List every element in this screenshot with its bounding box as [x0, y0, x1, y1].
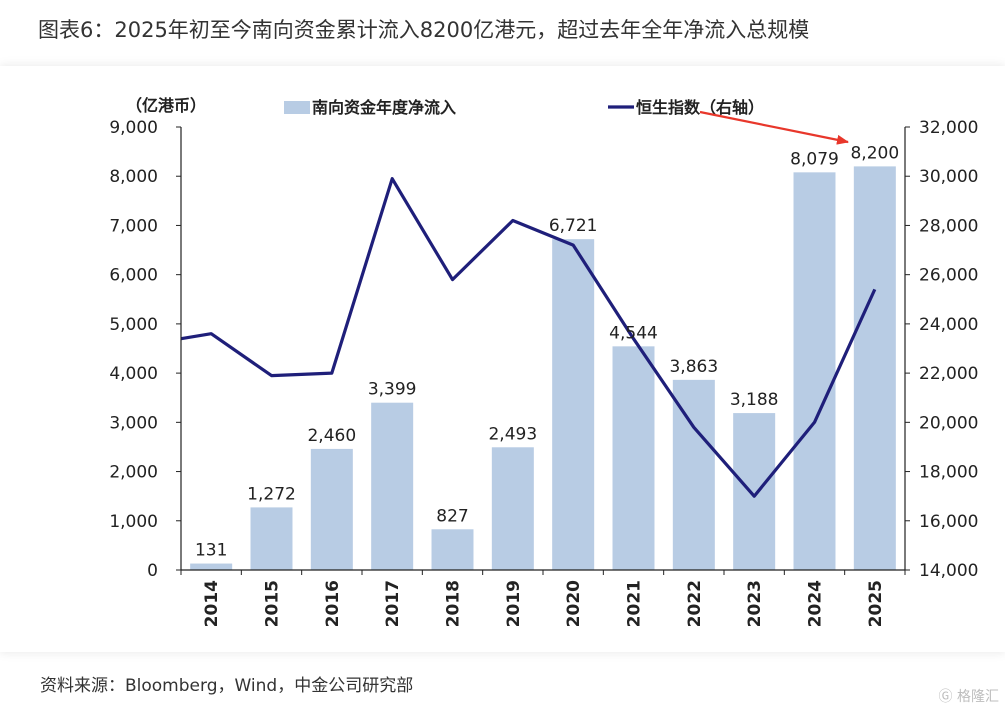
left-tick-label: 3,000	[109, 413, 158, 433]
hsi-line	[180, 177, 877, 498]
bar-value-label: 2,493	[488, 424, 537, 444]
right-tick-label: 16,000	[919, 512, 978, 532]
x-category-label: 2017	[383, 580, 403, 627]
x-category-label: 2018	[444, 580, 464, 627]
chart-svg: 0 1,000 2,000 3,000 4,000 5,000 6,000 7,000 8,00…	[109, 96, 978, 627]
x-category-label: 2016	[323, 580, 343, 627]
bar-2014	[190, 563, 233, 570]
x-category-label: 2014	[202, 580, 222, 627]
left-tick-label: 6,000	[109, 266, 158, 286]
bar-2019	[491, 447, 534, 570]
x-category-label: 2020	[564, 580, 584, 627]
right-tick-label: 30,000	[919, 167, 978, 187]
right-tick-label: 32,000	[919, 118, 978, 138]
bar-value-label: 131	[195, 541, 227, 561]
bar-2018	[431, 529, 474, 570]
x-category-label: 2021	[625, 580, 645, 627]
chart-card: 0 1,000 2,000 3,000 4,000 5,000 6,000 7,000 8,00…	[0, 66, 1005, 652]
left-tick-label: 7,000	[109, 216, 158, 236]
x-category-label: 2025	[866, 580, 886, 627]
bar-2025	[853, 166, 896, 570]
bar-value-label: 3,399	[368, 380, 417, 400]
bar-value-label: 8,079	[790, 149, 839, 169]
source-note: 资料来源：Bloomberg，Wind，中金公司研究部	[40, 676, 414, 696]
bar-2015	[250, 507, 293, 570]
bar-value-label: 3,188	[730, 390, 779, 410]
bar-2017	[371, 402, 414, 570]
watermark-text: 格隆汇	[957, 689, 999, 705]
right-tick-label: 24,000	[919, 315, 978, 335]
right-tick-label: 28,000	[919, 216, 978, 236]
bar-2023	[733, 413, 776, 570]
right-tick-label: 14,000	[919, 561, 978, 581]
left-tick-label: 9,000	[109, 118, 158, 138]
bar-2024	[793, 172, 836, 570]
x-category-label: 2024	[806, 580, 826, 627]
bar-2020	[552, 239, 595, 571]
legend-line-label: 恒生指数（右轴）	[636, 98, 764, 117]
x-category-label: 2019	[504, 580, 524, 627]
legend-bar-label: 南向资金年度净流入	[312, 98, 456, 117]
left-tick-label: 0	[147, 561, 158, 581]
bar-value-label: 2,460	[307, 426, 356, 446]
bar-2016	[310, 448, 353, 570]
bar-value-label: 4,544	[609, 323, 658, 343]
annotation-arrow	[699, 110, 849, 145]
x-category-label: 2015	[263, 580, 283, 627]
bar-2021	[612, 346, 655, 570]
chart-title: 图表6：2025年初至今南向资金累计流入8200亿港元，超过去年全年净流入总规模	[38, 18, 810, 42]
left-tick-label: 1,000	[109, 512, 158, 532]
left-tick-label: 5,000	[109, 315, 158, 335]
watermark: Ⓖ 格隆汇	[939, 686, 999, 706]
left-tick-label: 8,000	[109, 167, 158, 187]
right-tick-label: 26,000	[919, 266, 978, 286]
bar-value-label: 827	[436, 506, 468, 526]
bar-2022	[672, 379, 715, 570]
bar-value-label: 1,272	[247, 484, 296, 504]
x-category-label: 2023	[745, 580, 765, 627]
bar-value-label: 6,721	[549, 216, 598, 236]
left-axis-unit: （亿港币）	[126, 96, 206, 115]
right-tick-label: 22,000	[919, 364, 978, 384]
bar-value-label: 8,200	[850, 143, 899, 163]
legend-bar-swatch	[284, 101, 310, 114]
left-tick-label: 2,000	[109, 463, 158, 483]
x-category-label: 2022	[685, 580, 705, 627]
left-tick-label: 4,000	[109, 364, 158, 384]
right-tick-label: 18,000	[919, 463, 978, 483]
bar-value-label: 3,863	[669, 357, 718, 377]
watermark-logo-icon: Ⓖ	[938, 689, 953, 705]
right-tick-label: 20,000	[919, 413, 978, 433]
